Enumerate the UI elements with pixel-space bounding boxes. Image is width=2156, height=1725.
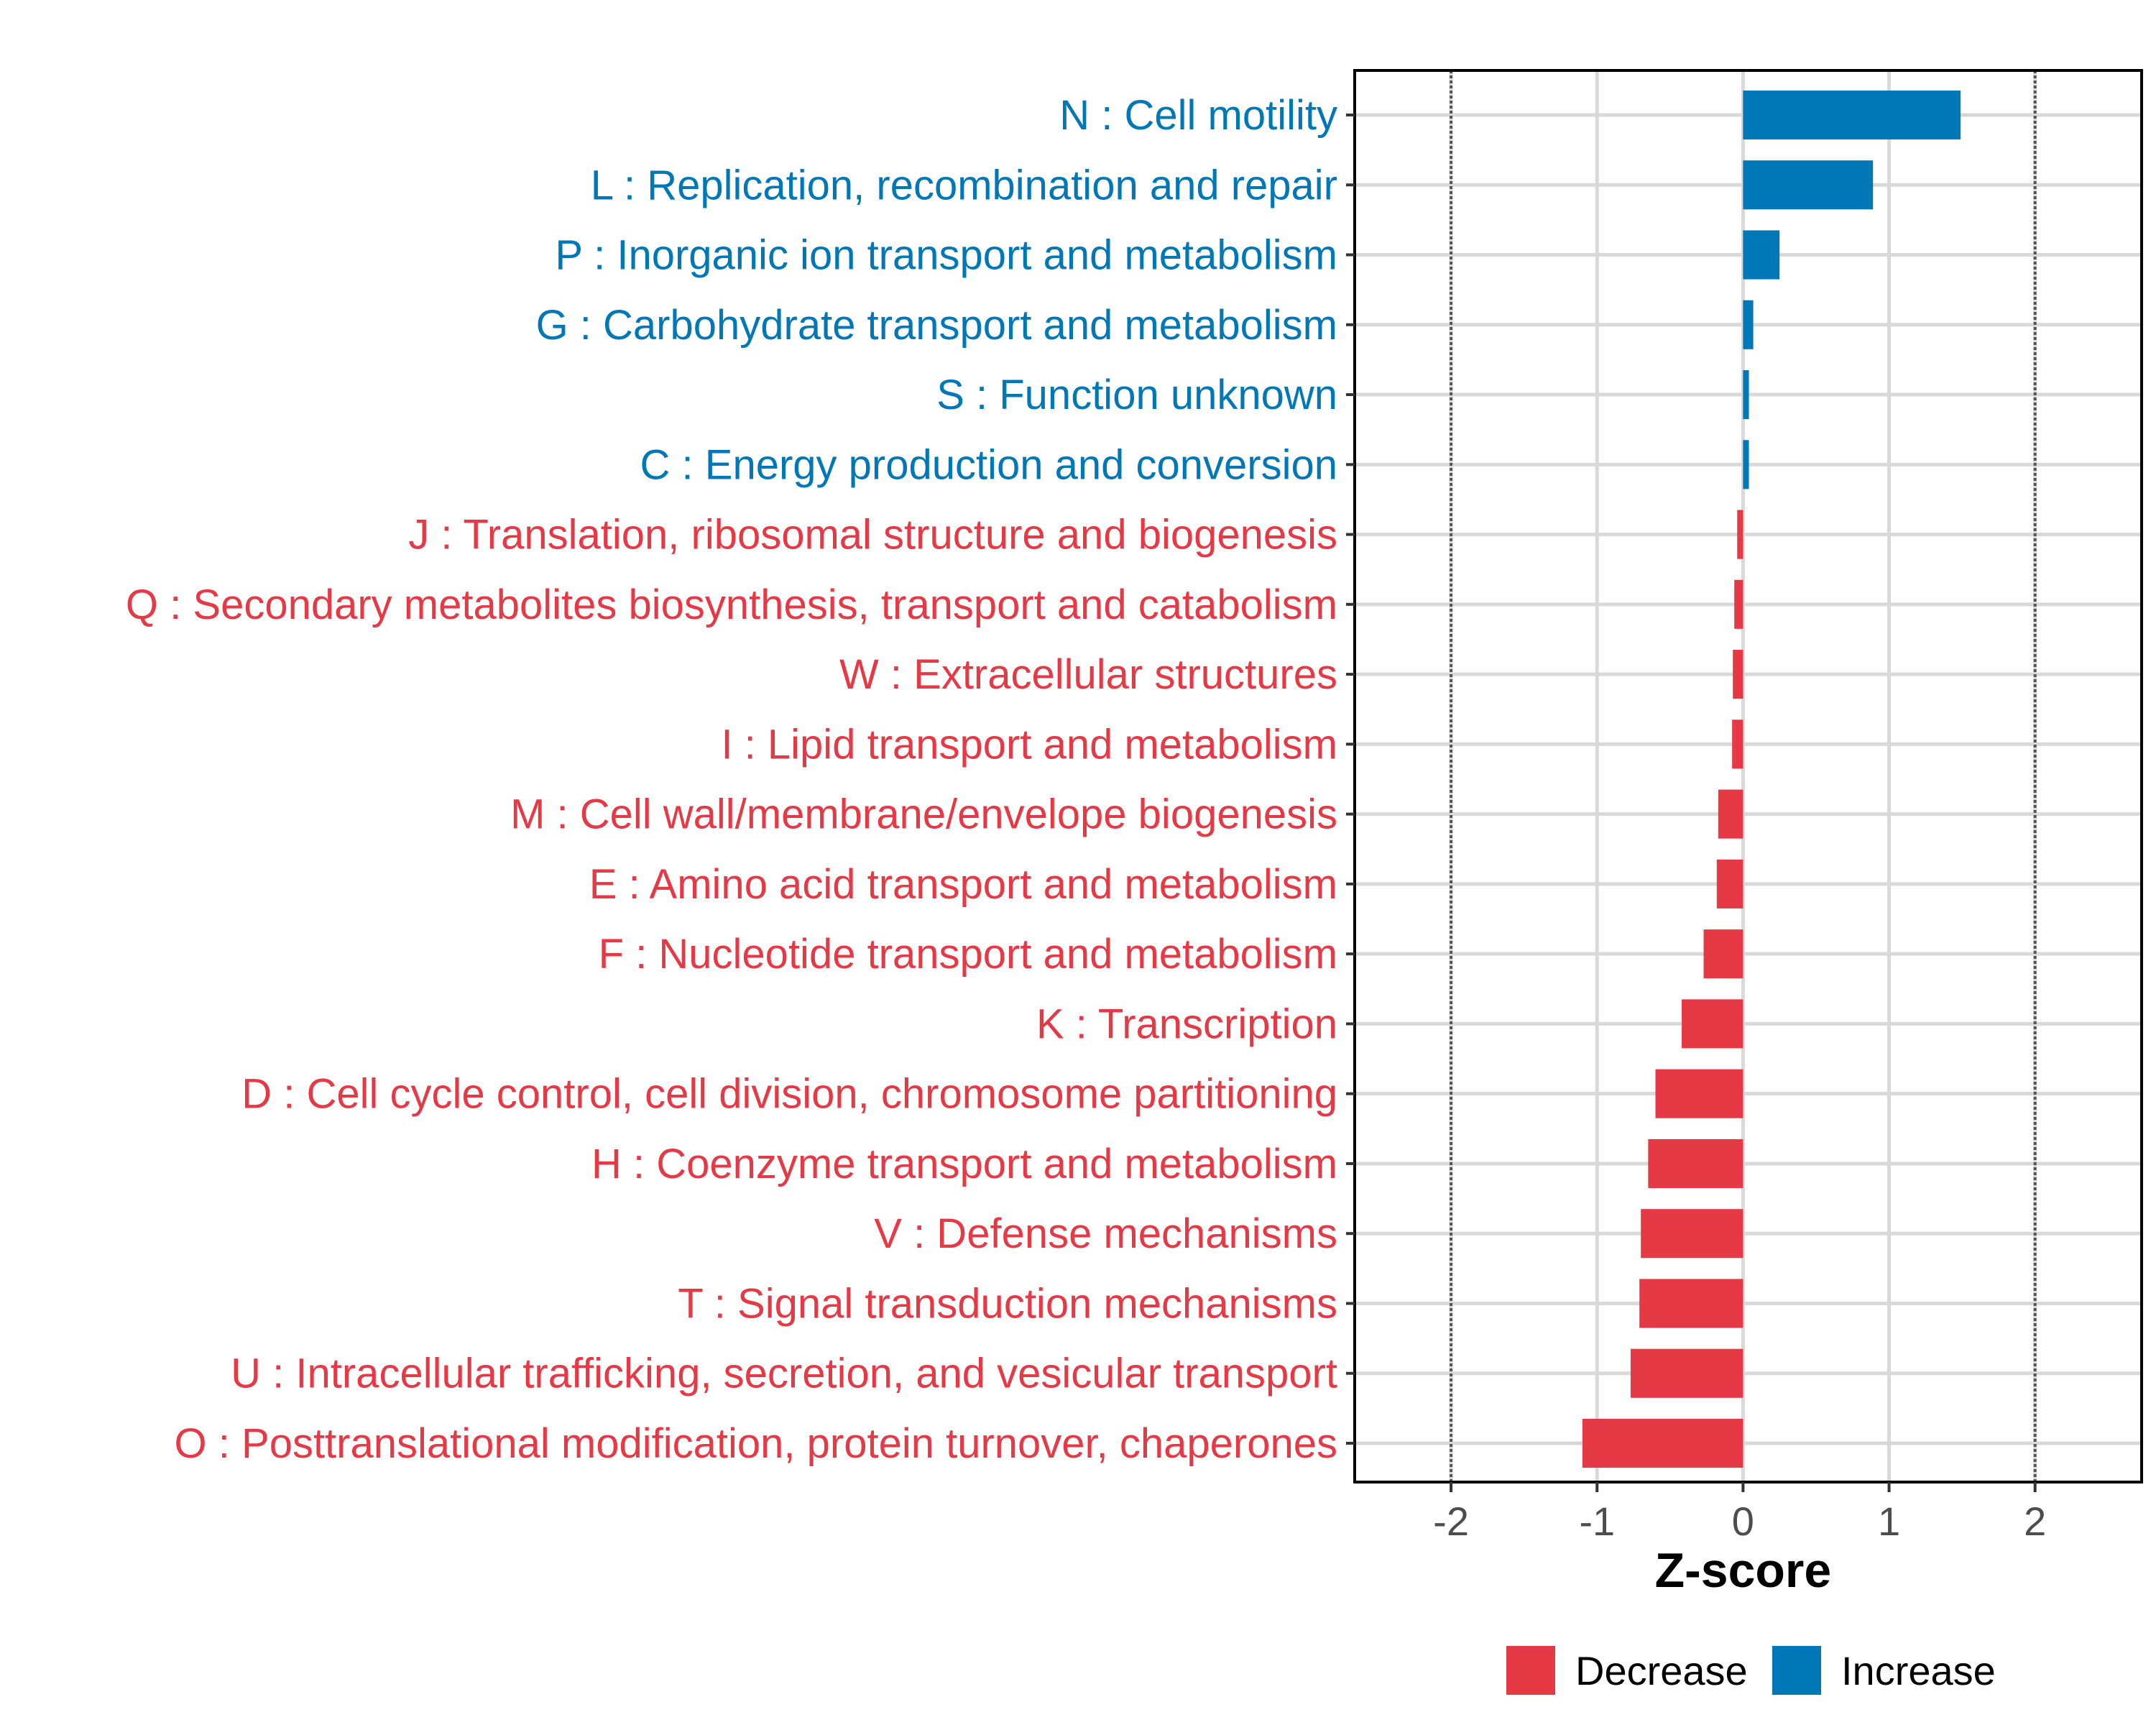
x-axis-ticks <box>1450 1482 2037 1492</box>
category-label: D : Cell cycle control, cell division, c… <box>241 1071 1337 1118</box>
legend-item-decrease: Decrease <box>1506 1646 1748 1695</box>
category-label: Q : Secondary metabolites biosynthesis, … <box>126 581 1337 628</box>
plot-panel-border <box>1353 69 2143 1484</box>
legend-swatch <box>1506 1646 1555 1695</box>
x-axis-tick-labels: -2 -1 0 1 2 <box>1433 1499 2046 1544</box>
bar <box>1743 160 1874 210</box>
category-label: V : Defense mechanisms <box>874 1210 1337 1257</box>
bar <box>1737 510 1743 559</box>
y-axis-ticks <box>1346 114 1355 1445</box>
bar <box>1716 859 1743 908</box>
category-label: U : Intracellular trafficking, secretion… <box>231 1351 1337 1397</box>
legend-label: Increase <box>1841 1648 1996 1693</box>
bar <box>1733 650 1743 699</box>
bars <box>1582 90 1961 1468</box>
bar <box>1743 300 1754 349</box>
bar <box>1743 440 1749 489</box>
reference-lines <box>1450 70 2037 1482</box>
grid-lines <box>1355 70 2142 1482</box>
x-tick-label: 0 <box>1732 1499 1754 1544</box>
category-label: K : Transcription <box>1036 1000 1337 1047</box>
category-label: J : Translation, ribosomal structure and… <box>408 512 1337 558</box>
category-label: S : Function unknown <box>936 372 1337 418</box>
bar <box>1682 999 1743 1049</box>
x-tick-label: 2 <box>2024 1499 2046 1544</box>
bar <box>1732 719 1743 769</box>
category-label: G : Carbohydrate transport and metabolis… <box>536 302 1337 349</box>
bar <box>1582 1418 1743 1468</box>
bar <box>1639 1279 1743 1328</box>
category-label: N : Cell motility <box>1059 92 1337 139</box>
legend-item-increase: Increase <box>1772 1646 1996 1695</box>
category-label: M : Cell wall/membrane/envelope biogenes… <box>510 791 1337 838</box>
bar <box>1648 1138 1743 1188</box>
legend-label: Decrease <box>1575 1648 1748 1693</box>
category-label: T : Signal transduction mechanisms <box>678 1280 1337 1327</box>
category-label: O : Posttranslational modification, prot… <box>175 1420 1337 1467</box>
category-label: L : Replication, recombination and repai… <box>591 162 1337 208</box>
bar <box>1743 230 1780 280</box>
bar <box>1703 929 1743 979</box>
bar <box>1743 90 1961 140</box>
category-label: I : Lipid transport and metabolism <box>721 721 1337 768</box>
legend: Decrease Increase <box>1506 1646 1996 1695</box>
category-label: C : Energy production and conversion <box>640 441 1337 488</box>
category-label: W : Extracellular structures <box>839 651 1337 698</box>
category-label: F : Nucleotide transport and metabolism <box>599 931 1337 978</box>
y-axis-labels: N : Cell motility L : Replication, recomb… <box>126 92 1337 1467</box>
x-tick-label: -2 <box>1433 1499 1469 1544</box>
bar <box>1743 370 1749 420</box>
x-tick-label: 1 <box>1878 1499 1900 1544</box>
x-axis-title: Z-score <box>1655 1543 1832 1598</box>
bar <box>1630 1348 1743 1398</box>
category-label: H : Coenzyme transport and metabolism <box>591 1141 1337 1187</box>
legend-swatch <box>1772 1646 1821 1695</box>
category-label: E : Amino acid transport and metabolism <box>589 861 1337 908</box>
bar <box>1641 1209 1743 1259</box>
x-tick-label: -1 <box>1579 1499 1615 1544</box>
bar <box>1655 1069 1743 1118</box>
bar <box>1734 579 1743 629</box>
bar <box>1718 789 1743 839</box>
category-label: P : Inorganic ion transport and metaboli… <box>555 232 1337 279</box>
